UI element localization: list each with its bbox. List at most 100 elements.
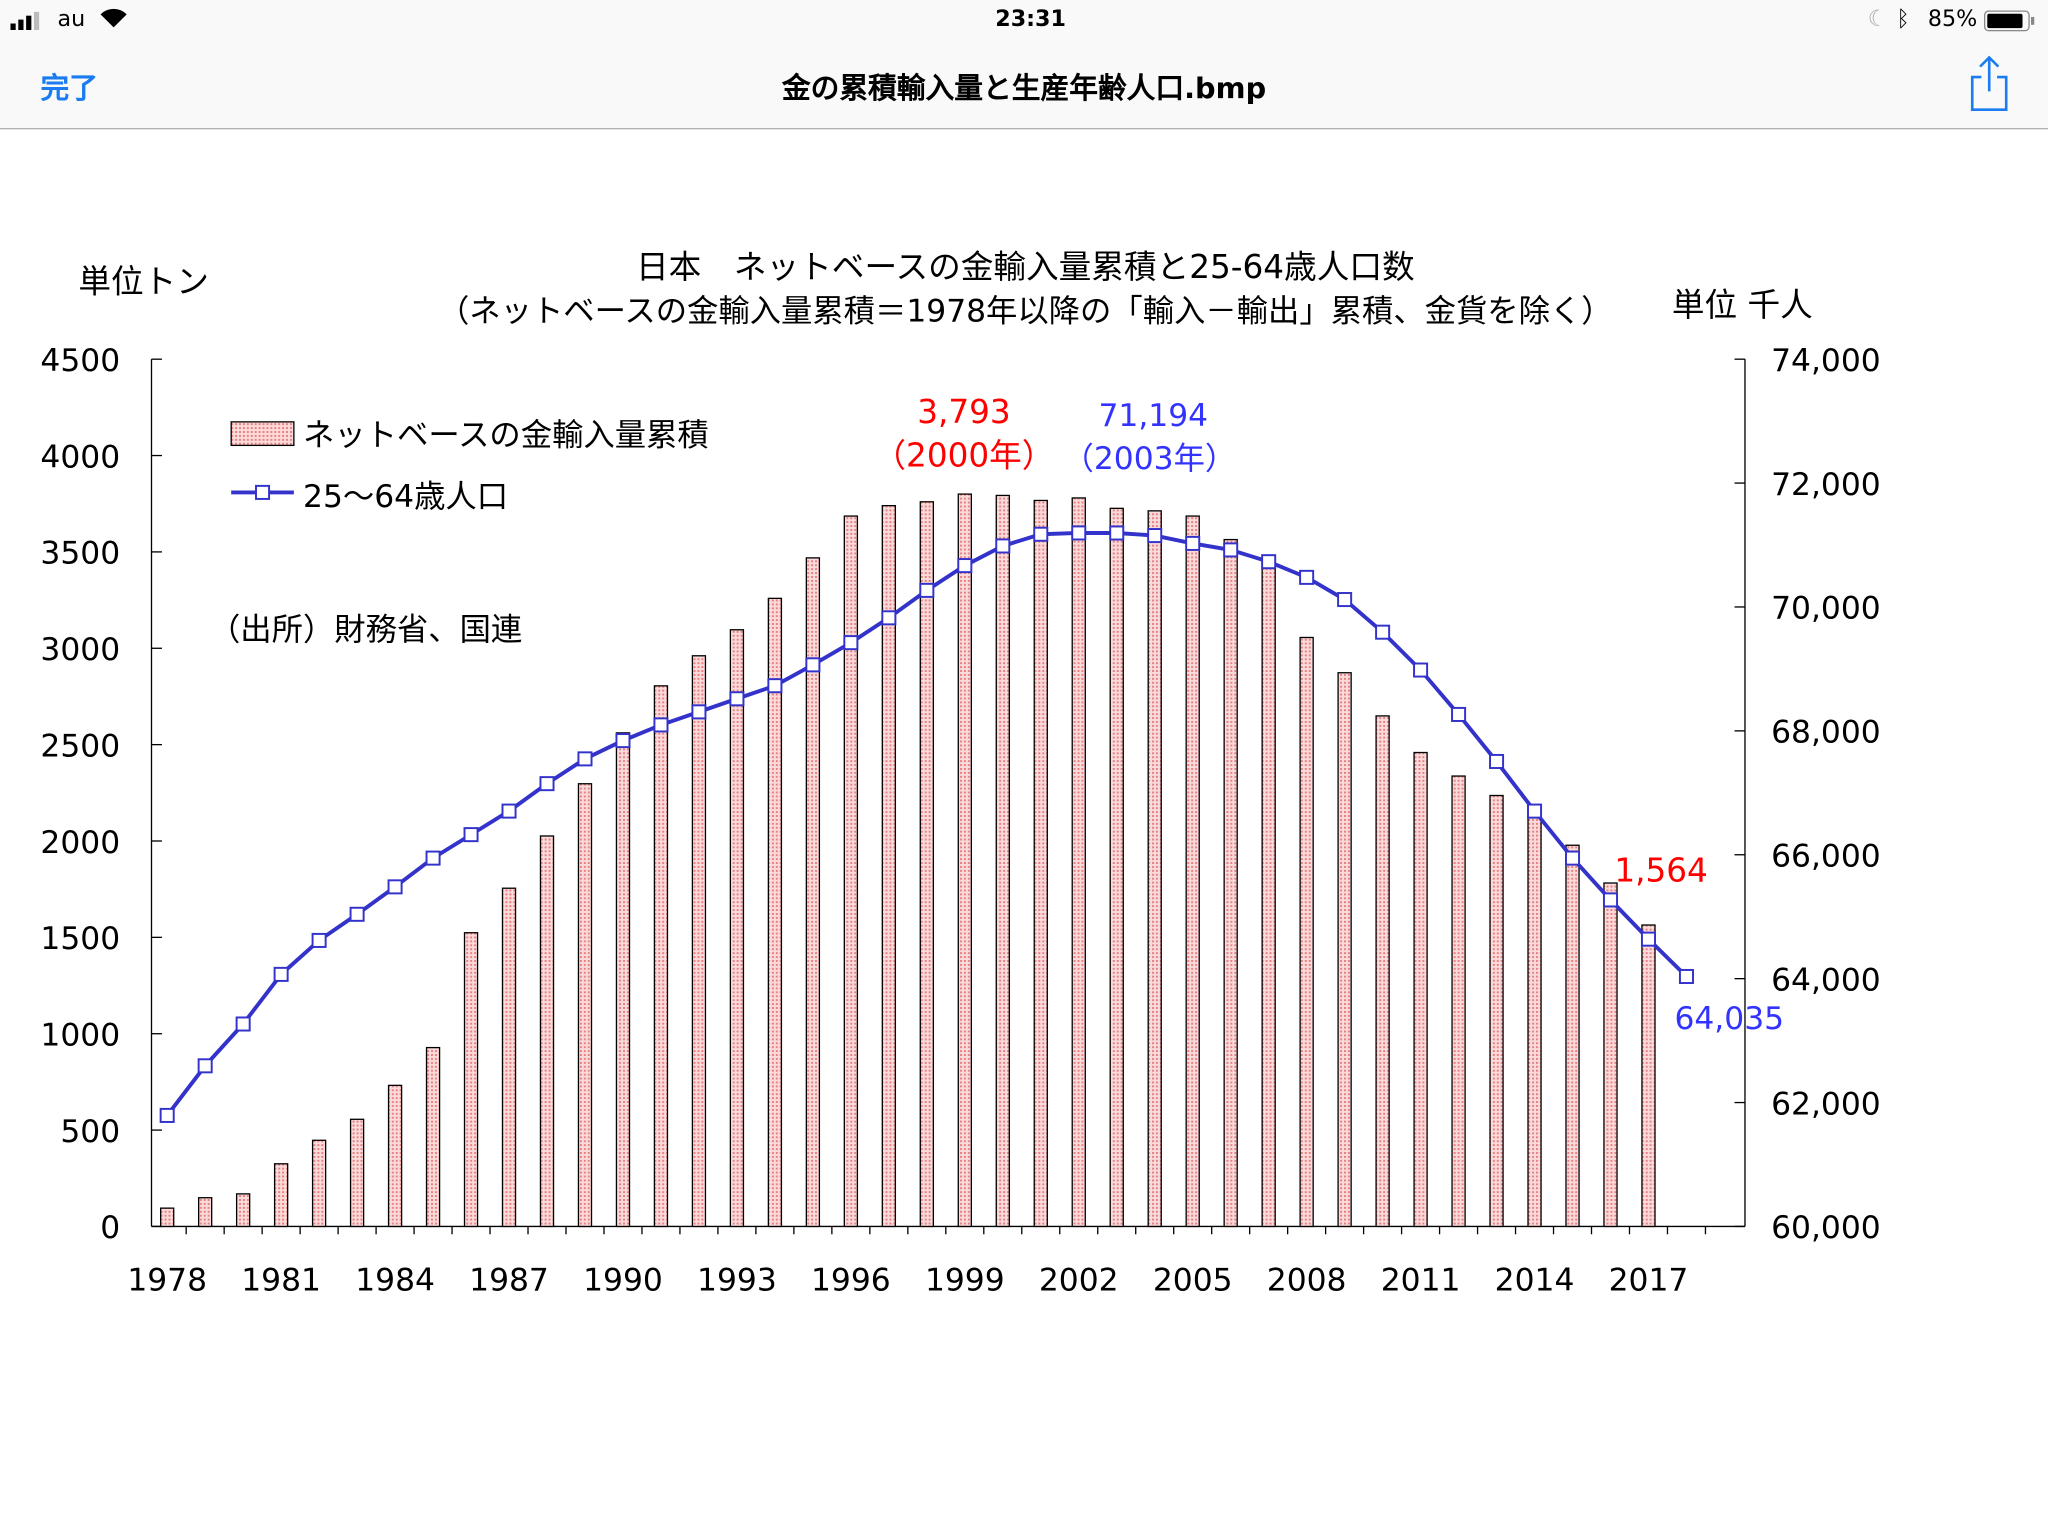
bar-2015 — [1565, 844, 1580, 1228]
bar-last-value: 1,564 — [1614, 852, 1707, 890]
bar-2012 — [1451, 775, 1466, 1228]
bar-1988 — [539, 835, 555, 1228]
left-tick-label: 2000 — [40, 825, 120, 861]
bluetooth-icon: ᛒ — [1896, 6, 1910, 33]
point-1994 — [767, 678, 783, 694]
point-2005 — [1185, 535, 1201, 551]
point-1998 — [919, 582, 935, 598]
x-tick-label: 1987 — [469, 1262, 549, 1298]
left-tick-label: 0 — [100, 1210, 120, 1246]
x-tick-label: 2014 — [1495, 1262, 1575, 1298]
bar-1985 — [425, 1046, 441, 1228]
bar-1984 — [387, 1084, 403, 1228]
legend-bar-swatch — [230, 421, 295, 447]
left-tick-label: 4000 — [40, 439, 120, 475]
x-tick-label: 1996 — [811, 1262, 891, 1298]
bar-2013 — [1489, 794, 1504, 1228]
point-2000 — [995, 538, 1011, 554]
x-tick-label: 2005 — [1153, 1262, 1233, 1298]
x-tick-label: 1984 — [355, 1262, 435, 1298]
legend-line-marker — [255, 484, 271, 500]
point-2008 — [1299, 569, 1315, 585]
point-1983 — [349, 906, 365, 922]
right-axis-unit: 単位 千人 — [1672, 286, 1813, 324]
point-1985 — [425, 850, 441, 866]
line-peak-value: 71,194 — [1098, 398, 1208, 434]
bar-1981 — [273, 1163, 289, 1228]
bar-2000 — [995, 494, 1010, 1228]
bar-1989 — [577, 783, 593, 1228]
point-1979 — [197, 1058, 213, 1074]
bar-peak-value: 3,793 — [917, 393, 1010, 431]
done-button[interactable]: 完了 — [40, 73, 98, 106]
bar-2011 — [1413, 751, 1428, 1228]
bar-2006 — [1223, 538, 1238, 1228]
point-1993 — [729, 691, 745, 707]
point-1997 — [881, 610, 897, 626]
left-tick-label: 4500 — [40, 343, 120, 379]
left-tick-label: 2500 — [40, 728, 120, 764]
line-last-value: 64,035 — [1674, 1001, 1784, 1037]
right-tick-label: 64,000 — [1771, 962, 1881, 998]
point-1984 — [387, 879, 403, 895]
bar-2004 — [1147, 510, 1162, 1228]
point-2013 — [1489, 753, 1505, 769]
x-tick-label: 1993 — [697, 1262, 777, 1298]
bar-1979 — [197, 1197, 213, 1228]
chart-subtitle: （ネットベースの金輸入量累積＝1978年以降の「輸入－輸出」累積、金貨を除く） — [438, 293, 1613, 329]
bar-1982 — [311, 1139, 327, 1228]
bar-1997 — [881, 505, 897, 1228]
left-tick-label: 1000 — [40, 1017, 120, 1053]
bar-1978 — [159, 1207, 175, 1228]
x-tick-label: 2008 — [1267, 1262, 1347, 1298]
point-2012 — [1451, 706, 1467, 722]
point-2009 — [1337, 592, 1353, 608]
point-2014 — [1527, 803, 1543, 819]
point-1988 — [539, 776, 555, 792]
point-1995 — [805, 657, 821, 673]
point-1978 — [159, 1107, 175, 1123]
bar-2003 — [1109, 507, 1124, 1228]
x-tick-label: 1999 — [925, 1262, 1005, 1298]
x-tick-label: 1978 — [127, 1262, 207, 1298]
x-tick-label: 2011 — [1381, 1262, 1461, 1298]
point-1992 — [691, 704, 707, 720]
navigation-bar: 完了 金の累積輸入量と生産年齢人口.bmp — [0, 41, 2048, 130]
point-1991 — [653, 717, 669, 733]
bar-1990 — [615, 732, 631, 1228]
right-tick-label: 74,000 — [1771, 343, 1881, 379]
bar-peak-year: （2000年） — [873, 436, 1054, 474]
bar-1986 — [463, 932, 479, 1228]
bar-2014 — [1527, 817, 1542, 1228]
bar-2010 — [1375, 715, 1390, 1228]
clock: 23:31 — [995, 6, 1066, 33]
x-tick-label: 2017 — [1609, 1262, 1689, 1298]
bar-1995 — [805, 557, 821, 1228]
point-2004 — [1147, 528, 1163, 544]
right-tick-label: 66,000 — [1771, 839, 1881, 875]
point-1982 — [311, 932, 327, 948]
right-tick-label: 62,000 — [1771, 1086, 1881, 1122]
bar-1992 — [691, 655, 707, 1228]
right-tick-label: 68,000 — [1771, 715, 1881, 751]
bar-2001 — [1033, 499, 1048, 1228]
bar-1996 — [843, 515, 859, 1228]
source-note: （出所）財務省、国連 — [209, 612, 522, 648]
point-2010 — [1375, 624, 1391, 640]
bar-2008 — [1299, 636, 1314, 1228]
point-2018 — [1678, 968, 1694, 984]
moon-icon: ☾ — [1867, 6, 1888, 33]
point-2007 — [1261, 554, 1277, 570]
bar-1994 — [767, 597, 783, 1228]
left-tick-label: 3000 — [40, 632, 120, 668]
chart: 日本 ネットベースの金輸入量累積と25-64歳人口数 （ネットベースの金輸入量累… — [40, 248, 1881, 1298]
x-tick-label: 1990 — [583, 1262, 663, 1298]
share-icon[interactable] — [1967, 55, 2011, 112]
legend: ネットベースの金輸入量累積 25～64歳人口 — [230, 417, 709, 515]
point-2015 — [1565, 850, 1581, 866]
battery-icon — [1983, 10, 2036, 37]
wifi-icon — [99, 8, 128, 35]
bar-2009 — [1337, 672, 1352, 1228]
battery-percent: 85% — [1927, 6, 1978, 33]
